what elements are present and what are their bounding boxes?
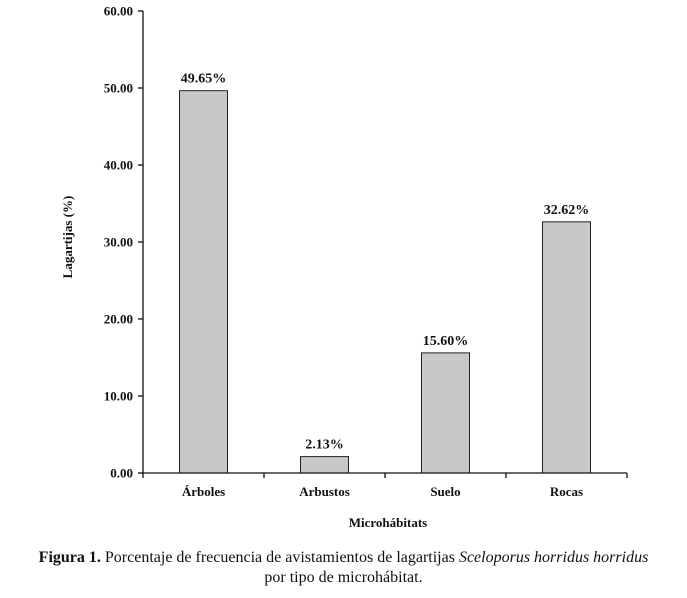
x-axis-ticks: Árboles Arbustos Suelo Rocas xyxy=(142,473,628,499)
bars: 49.65% 2.13% 15.60% 32.62% xyxy=(179,72,591,474)
x-category-label: Arbustos xyxy=(299,484,350,499)
figure-caption: Figura 1. Porcentaje de frecuencia de av… xyxy=(0,548,687,588)
bar xyxy=(542,221,591,474)
x-category-label: Suelo xyxy=(430,484,460,499)
data-label: 32.62% xyxy=(544,203,590,218)
y-tick-label: 0.00 xyxy=(110,466,133,481)
caption-label: Figura 1. xyxy=(38,549,101,566)
caption-text: Porcentaje de frecuencia de avistamiento… xyxy=(100,549,459,566)
data-label: 2.13% xyxy=(305,438,344,453)
y-axis-ticks: 0.00 10.00 20.00 30.00 40.00 50.00 60.00 xyxy=(104,4,143,481)
y-tick-label: 60.00 xyxy=(104,4,133,19)
y-tick-label: 40.00 xyxy=(104,158,133,173)
y-tick-label: 10.00 xyxy=(104,389,133,404)
caption-line-2: por tipo de microhábitat. xyxy=(264,569,423,586)
y-tick-label: 30.00 xyxy=(104,235,133,250)
x-axis-title: Microhábitats xyxy=(349,515,427,530)
bar xyxy=(421,352,470,474)
data-label: 15.60% xyxy=(423,334,469,349)
caption-species: Sceloporus horridus horridus xyxy=(458,549,649,566)
x-category-label: Rocas xyxy=(550,484,583,499)
y-tick-label: 20.00 xyxy=(104,312,133,327)
bar xyxy=(300,456,349,474)
x-category-label: Árboles xyxy=(182,484,225,499)
bar xyxy=(179,90,228,474)
data-label: 49.65% xyxy=(181,72,227,87)
y-tick-label: 50.00 xyxy=(104,81,133,96)
y-axis-title: Lagartijas (%) xyxy=(60,196,75,279)
bar-chart: 0.00 10.00 20.00 30.00 40.00 50.00 60.00 49.65… xyxy=(60,4,628,530)
